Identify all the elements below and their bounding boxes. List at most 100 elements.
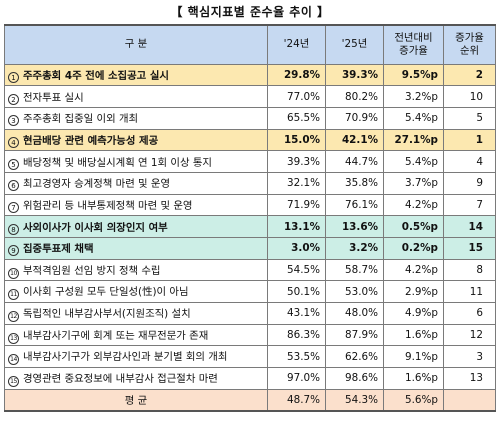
- row-2024: 86.3%: [267, 323, 326, 347]
- row-2025: 39.3%: [325, 63, 384, 87]
- circled-number: 9: [8, 245, 19, 257]
- row-rank: 15: [443, 237, 496, 260]
- circled-number: 8: [8, 223, 19, 235]
- row-yoy: 1.6%p: [383, 323, 444, 347]
- table-row: 14 내부감사기구가 외부감사인과 분기별 회의 개최 53.5% 62.6% 9.1%…: [4, 345, 496, 369]
- row-2025: 44.7%: [325, 150, 384, 173]
- header-rank-line1: 증가율: [455, 31, 484, 44]
- table-row: 1 주주총회 4주 전에 소집공고 실시 29.8% 39.3% 9.5%p 2: [4, 63, 496, 87]
- table-title: 【 핵심지표별 준수율 추이 】: [170, 5, 330, 19]
- average-yoy: 5.6%p: [383, 388, 444, 412]
- average-row: 평 균 48.7% 54.3% 5.6%p: [4, 388, 496, 412]
- row-label: 배당정책 및 배당실시계획 연 1회 이상 통지: [23, 156, 212, 169]
- row-2025: 62.6%: [325, 345, 384, 369]
- circled-number: 4: [8, 136, 19, 148]
- header-row: 구 분 '24년 '25년 전년대비 증가율 증가율 순위: [4, 24, 496, 65]
- row-2025: 3.2%: [325, 237, 384, 260]
- average-rank: [443, 388, 496, 412]
- table-row: 4 현금배당 관련 예측가능성 제공 15.0% 42.1% 27.1%p 1: [4, 128, 496, 152]
- circled-number: 3: [8, 115, 19, 127]
- header-2025: '25년: [325, 24, 384, 65]
- table-row: 12 독립적인 내부감사부서(지원조직) 설치 43.1% 48.0% 4.9%p 6: [4, 302, 496, 325]
- circled-number: 14: [8, 354, 19, 366]
- row-item: 9 집중투표제 채택: [4, 237, 268, 260]
- row-rank: 11: [443, 280, 496, 304]
- row-yoy: 9.1%p: [383, 345, 444, 369]
- average-label: 평 균: [4, 388, 268, 412]
- circled-number: 12: [8, 310, 19, 322]
- row-rank: 2: [443, 63, 496, 87]
- row-2024: 32.1%: [267, 171, 326, 195]
- row-item: 2 전자투표 실시: [4, 85, 268, 108]
- row-yoy: 5.4%p: [383, 150, 444, 173]
- row-label: 부적격임원 선임 방지 정책 수립: [23, 264, 161, 277]
- row-label: 현금배당 관련 예측가능성 제공: [23, 134, 159, 147]
- row-2025: 42.1%: [325, 128, 384, 152]
- row-label: 독립적인 내부감사부서(지원조직) 설치: [23, 307, 191, 320]
- row-2024: 13.1%: [267, 215, 326, 238]
- row-2025: 80.2%: [325, 85, 384, 108]
- table-row: 2 전자투표 실시 77.0% 80.2% 3.2%p 10: [4, 85, 496, 108]
- compliance-table: 구 분 '24년 '25년 전년대비 증가율 증가율 순위 1 주주총회 4주 전…: [4, 24, 496, 412]
- row-item: 15 경영관련 중요정보에 내부감사 접근절차 마련: [4, 367, 268, 390]
- row-label: 주주총회 4주 전에 소집공고 실시: [23, 69, 169, 82]
- circled-number: 1: [8, 71, 19, 83]
- average-2024: 48.7%: [267, 388, 326, 412]
- row-2025: 98.6%: [325, 367, 384, 390]
- row-item: 4 현금배당 관련 예측가능성 제공: [4, 128, 268, 152]
- row-item: 5 배당정책 및 배당실시계획 연 1회 이상 통지: [4, 150, 268, 173]
- circled-number: 7: [8, 201, 19, 213]
- average-2025: 54.3%: [325, 388, 384, 412]
- row-yoy: 0.5%p: [383, 215, 444, 238]
- row-2025: 53.0%: [325, 280, 384, 304]
- table-row: 8 사외이사가 이사회 의장인지 여부 13.1% 13.6% 0.5%p 14: [4, 215, 496, 238]
- row-2024: 43.1%: [267, 302, 326, 325]
- row-2024: 97.0%: [267, 367, 326, 390]
- circled-number: 2: [8, 93, 19, 105]
- row-2024: 50.1%: [267, 280, 326, 304]
- row-rank: 4: [443, 150, 496, 173]
- header-yoy-line2: 증가율: [399, 44, 428, 57]
- row-item: 14 내부감사기구가 외부감사인과 분기별 회의 개최: [4, 345, 268, 369]
- table-row: 15 경영관련 중요정보에 내부감사 접근절차 마련 97.0% 98.6% 1.6%p…: [4, 367, 496, 390]
- row-yoy: 9.5%p: [383, 63, 444, 87]
- row-rank: 5: [443, 106, 496, 130]
- row-rank: 12: [443, 323, 496, 347]
- row-yoy: 3.7%p: [383, 171, 444, 195]
- header-rank: 증가율 순위: [443, 24, 496, 65]
- row-2024: 29.8%: [267, 63, 326, 87]
- circled-number: 5: [8, 158, 19, 170]
- row-label: 최고경영자 승계정책 마련 및 운영: [23, 178, 171, 191]
- row-label: 주주총회 집중일 이외 개최: [23, 113, 139, 126]
- row-2025: 13.6%: [325, 215, 384, 238]
- header-2024: '24년: [267, 24, 326, 65]
- row-yoy: 27.1%p: [383, 128, 444, 152]
- header-item: 구 분: [4, 24, 268, 65]
- row-rank: 7: [443, 193, 496, 217]
- table-row: 5 배당정책 및 배당실시계획 연 1회 이상 통지 39.3% 44.7% 5.4%p…: [4, 150, 496, 173]
- table-row: 10 부적격임원 선임 방지 정책 수립 54.5% 58.7% 4.2%p 8: [4, 258, 496, 282]
- row-yoy: 4.9%p: [383, 302, 444, 325]
- row-yoy: 4.2%p: [383, 258, 444, 282]
- row-2025: 48.0%: [325, 302, 384, 325]
- row-yoy: 5.4%p: [383, 106, 444, 130]
- row-label: 내부감사기구에 회계 또는 재무전문가 존재: [23, 329, 209, 342]
- row-2024: 71.9%: [267, 193, 326, 217]
- circled-number: 10: [8, 267, 19, 279]
- row-label: 위험관리 등 내부통제정책 마련 및 운영: [23, 199, 193, 212]
- row-2024: 3.0%: [267, 237, 326, 260]
- row-label: 이사회 구성원 모두 단일성(性)이 아님: [23, 286, 189, 299]
- row-yoy: 4.2%p: [383, 193, 444, 217]
- circled-number: 11: [8, 289, 19, 301]
- row-item: 1 주주총회 4주 전에 소집공고 실시: [4, 63, 268, 87]
- table-row: 6 최고경영자 승계정책 마련 및 운영 32.1% 35.8% 3.7%p 9: [4, 171, 496, 195]
- circled-number: 6: [8, 180, 19, 192]
- row-item: 6 최고경영자 승계정책 마련 및 운영: [4, 171, 268, 195]
- row-rank: 6: [443, 302, 496, 325]
- circled-number: 15: [8, 375, 19, 387]
- row-label: 경영관련 중요정보에 내부감사 접근절차 마련: [23, 372, 218, 385]
- row-yoy: 3.2%p: [383, 85, 444, 108]
- row-2024: 77.0%: [267, 85, 326, 108]
- row-item: 11 이사회 구성원 모두 단일성(性)이 아님: [4, 280, 268, 304]
- row-item: 10 부적격임원 선임 방지 정책 수립: [4, 258, 268, 282]
